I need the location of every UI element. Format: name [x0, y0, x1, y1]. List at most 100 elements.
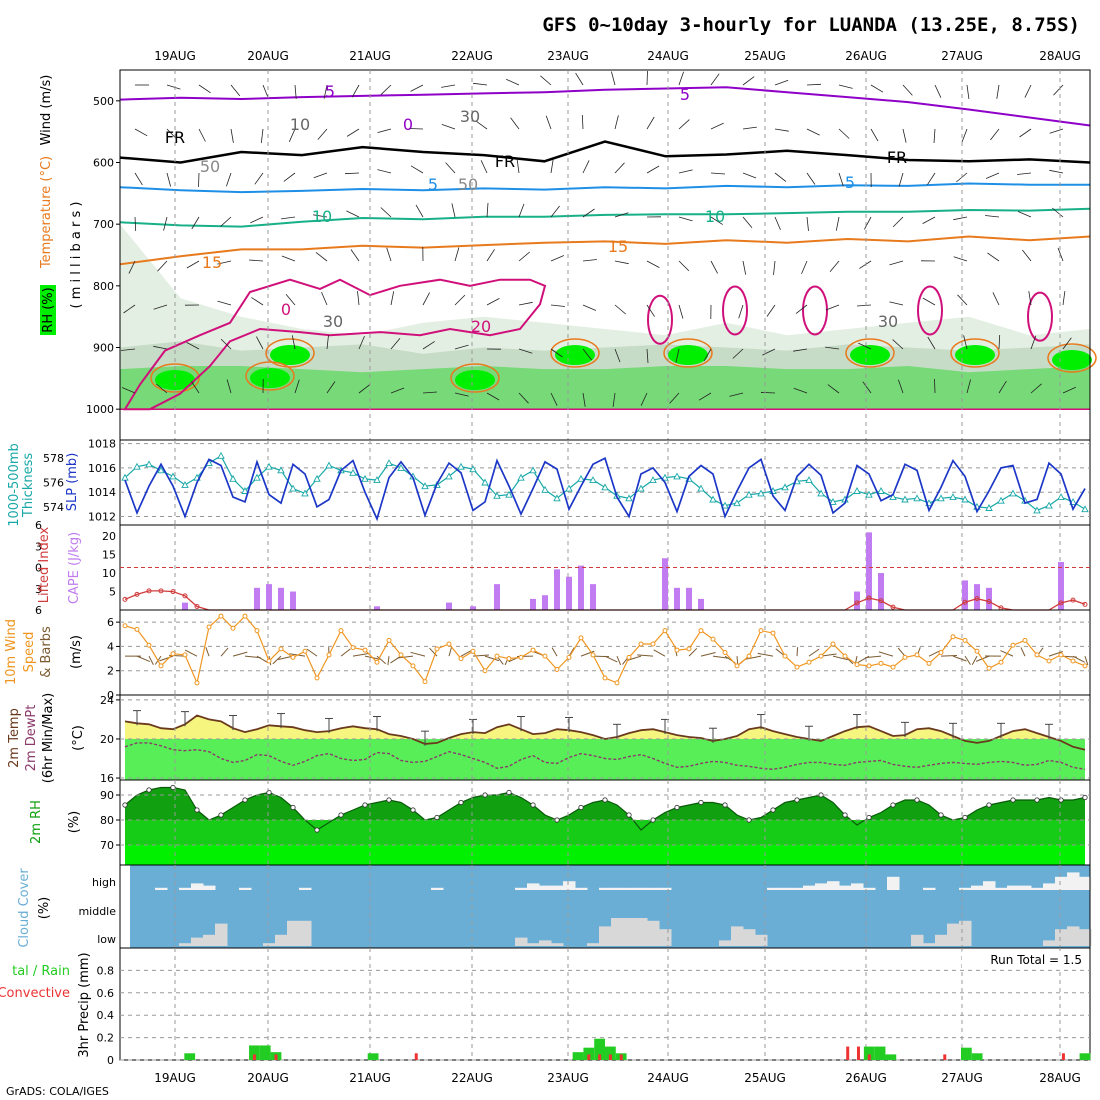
- rh-blob-5: [955, 345, 995, 365]
- cloud-low-bar-78: [1055, 929, 1068, 946]
- cape-bar-47: [686, 587, 692, 610]
- wind-barb: [985, 172, 1000, 179]
- wind-barb: [510, 117, 520, 130]
- wind-barb: [646, 70, 648, 86]
- wind10m-barb-44: [637, 654, 654, 657]
- date-label-bottom-9: 28AUG: [1039, 1071, 1081, 1085]
- wind-barb: [380, 207, 392, 218]
- wind10m-barb-56: [796, 647, 799, 657]
- label-thick-1: 1000-500mb: [7, 443, 22, 527]
- wind-barb: [550, 159, 554, 174]
- wind-barb: [326, 381, 336, 394]
- thickness-marker-49: [709, 495, 717, 503]
- li-marker-61: [854, 600, 860, 606]
- wind-barb: [550, 205, 560, 218]
- wind-barb: [186, 342, 200, 350]
- wind-barb: [806, 128, 820, 136]
- wind-barb: [793, 348, 808, 352]
- thickness-marker-45: [661, 473, 669, 481]
- wind10m-speed-line: [124, 615, 1086, 685]
- date-label-top-9: 28AUG: [1039, 49, 1081, 63]
- cloud-high-bar-34: [527, 883, 540, 890]
- cloud-low-bar-80: [1079, 929, 1092, 946]
- cloud-high-bar-58: [815, 883, 828, 890]
- wind-barb: [829, 260, 840, 272]
- wind-barb: [1049, 169, 1064, 174]
- thickness-marker-55: [781, 483, 789, 491]
- wind10m-barb-36: [551, 647, 558, 657]
- cloud-low-bar-68: [935, 934, 948, 946]
- wind10m-barb-30: [484, 655, 500, 662]
- wind-barb: [742, 172, 757, 179]
- wind-barb: [987, 252, 1000, 262]
- cloud-low-bar-12: [263, 943, 276, 946]
- wind-barb: [698, 392, 712, 401]
- thickness-marker-68: [937, 494, 945, 502]
- wind10m-marker-26: [434, 646, 440, 652]
- precip-total-bar-42: [572, 1052, 584, 1060]
- rh2m-tick-label-0: 70: [100, 839, 114, 852]
- cape-bar-78: [1058, 561, 1064, 610]
- wind10m-marker-47: [686, 646, 692, 652]
- li-marker-1: [134, 591, 140, 597]
- rh-blob-4: [850, 345, 890, 365]
- rh-blob-3: [668, 345, 708, 365]
- isotherm-3: [119, 207, 1091, 228]
- thickness-marker-44: [649, 476, 657, 484]
- wind-barb: [260, 128, 264, 143]
- wind-barb: [732, 348, 744, 359]
- wind10m-barb-22: [387, 656, 390, 666]
- thickness-marker-25: [421, 482, 429, 490]
- precip-total-bar-70: [874, 1046, 886, 1060]
- wind-barb: [1030, 335, 1037, 350]
- cloud-high-bar-44: [647, 887, 660, 890]
- thickness-marker-40: [601, 483, 609, 491]
- label-temp-3: (6hr Min/Max): [41, 693, 56, 783]
- wind-barb: [838, 128, 850, 139]
- cloud-level-label-1: middle: [78, 905, 116, 918]
- rh2m-marker-14: [290, 804, 296, 811]
- rh-blob-ring-3: [663, 338, 713, 368]
- thickness-marker-38: [577, 474, 585, 482]
- wind10m-marker-30: [482, 668, 488, 674]
- cloud-low-bar-70: [959, 920, 972, 946]
- thickness-marker-19: [349, 468, 357, 476]
- li-marker-2: [146, 588, 152, 594]
- wind10m-marker-37: [566, 654, 572, 660]
- wind10m-marker-77: [1046, 658, 1052, 664]
- date-label-bottom-3: 22AUG: [451, 1071, 493, 1085]
- wind-barb: [825, 346, 840, 350]
- wind-barb: [480, 160, 488, 174]
- slp-tick-label-3: 1018: [88, 438, 116, 451]
- wind-barb: [408, 128, 424, 130]
- wind-barb: [441, 124, 456, 130]
- wind-barb: [540, 75, 552, 86]
- wind-barb: [1017, 172, 1032, 175]
- wind10m-barb-58: [820, 653, 837, 657]
- wind-barb: [1062, 337, 1072, 350]
- thickness-marker-39: [589, 476, 597, 484]
- wind-barb: [703, 348, 712, 362]
- cloud-low-bar-39: [587, 943, 600, 946]
- wind10m-marker-41: [614, 680, 620, 686]
- cloud-high-bar-57: [803, 885, 816, 890]
- li-marker-62: [866, 595, 872, 601]
- cloud-high-bar-37: [563, 881, 576, 890]
- wind-barb: [835, 216, 840, 231]
- run-total-label: Run Total = 1.5: [990, 953, 1082, 967]
- contour-label-4: FR: [495, 152, 515, 171]
- contour-label-17: 30: [323, 312, 343, 331]
- wind10m-barb-49: [712, 655, 729, 659]
- wind10m-marker-18: [338, 628, 344, 634]
- wind10m-barb-47: [688, 647, 698, 657]
- wind10m-marker-48: [698, 628, 704, 634]
- wind-barb: [1017, 211, 1032, 218]
- cloud-high-bar-43: [635, 887, 648, 890]
- cloud-high-bar-42: [623, 887, 636, 890]
- wind-barb: [678, 260, 690, 272]
- wind-barb: [550, 392, 558, 406]
- li-tick-label-2: 0: [35, 562, 42, 575]
- cloud-high-bar-54: [767, 887, 780, 890]
- wind-barb: [254, 172, 264, 185]
- slp-tick-label-2: 1016: [88, 462, 116, 475]
